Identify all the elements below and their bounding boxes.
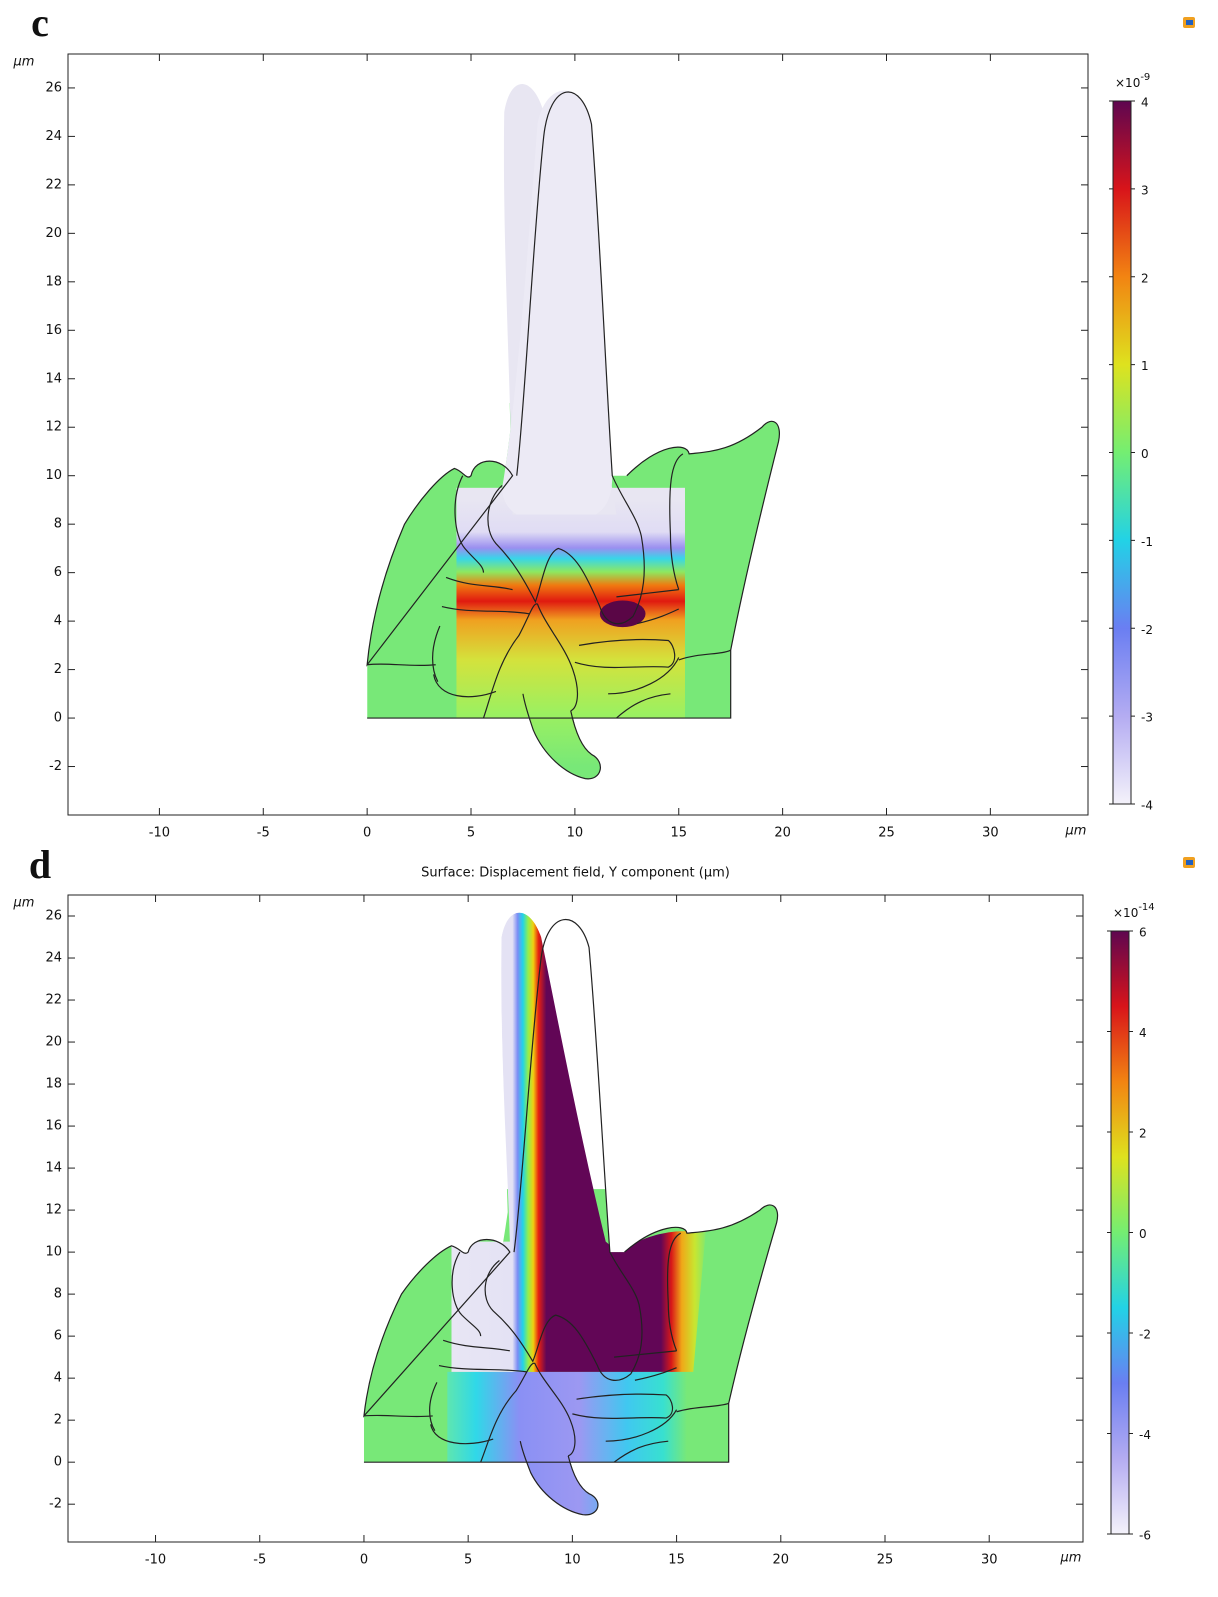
- plot-frame: [67, 894, 1084, 1543]
- y-tick-label: 18: [45, 274, 62, 289]
- x-tick-label: -10: [149, 826, 170, 841]
- y-tick-label: 16: [45, 323, 62, 338]
- window-icon: [1183, 857, 1195, 868]
- x-tick-label: 20: [774, 826, 791, 841]
- y-tick-label: 14: [45, 371, 62, 386]
- scale-exponent: -14: [1138, 902, 1154, 913]
- colorbar-tick-label: -1: [1141, 535, 1153, 549]
- y-tick-label: 0: [54, 1455, 62, 1470]
- x-tick-label: -5: [257, 826, 270, 841]
- y-tick-label: 2: [54, 1413, 62, 1428]
- y-tick-label: 22: [45, 177, 62, 192]
- scale-base: ×10: [1115, 76, 1140, 90]
- colorbar: [1110, 930, 1130, 1535]
- y-tick-label: 0: [54, 711, 62, 726]
- y-tick-label: 2: [54, 662, 62, 677]
- y-tick-label: 24: [45, 951, 62, 966]
- y-tick-label: 12: [45, 420, 62, 435]
- colorbar-tick-label: -3: [1141, 711, 1153, 725]
- x-tick-label: 0: [363, 826, 371, 841]
- colorbar-scale: ×10-9: [1115, 72, 1150, 90]
- y-tick-label: 18: [45, 1077, 62, 1092]
- y-tick-label: 12: [45, 1203, 62, 1218]
- x-tick-label: 25: [878, 826, 895, 841]
- scale-base: ×10: [1113, 906, 1138, 920]
- panel-label: d: [29, 842, 51, 887]
- y-tick-label: 20: [45, 1035, 62, 1050]
- x-tick-label: -10: [145, 1553, 166, 1568]
- x-tick-label: -5: [253, 1553, 266, 1568]
- field-upper: [451, 912, 706, 1372]
- colorbar-tick-label: 1: [1141, 359, 1149, 373]
- colorbar-tick-label: 6: [1139, 926, 1147, 940]
- colorbar-tick-label: 3: [1141, 183, 1149, 197]
- y-tick-label: 4: [54, 614, 62, 629]
- x-tick-label: 30: [982, 826, 999, 841]
- colorbar-tick-label: -4: [1139, 1428, 1151, 1442]
- colorbar-tick-label: 2: [1141, 271, 1149, 285]
- y-tick-label: 8: [54, 517, 62, 532]
- outlines: [367, 92, 779, 779]
- y-tick-label: -2: [49, 1497, 62, 1512]
- x-tick-label: 5: [467, 826, 475, 841]
- window-icon: [1183, 17, 1195, 28]
- y-tick-label: 10: [45, 468, 62, 483]
- x-unit: μm: [1060, 1551, 1082, 1566]
- colorbar-tick-label: 0: [1141, 447, 1149, 461]
- colorbar-tick-label: 0: [1139, 1227, 1147, 1241]
- y-tick-label: 20: [45, 226, 62, 241]
- y-tick-label: 16: [45, 1119, 62, 1134]
- x-tick-label: 10: [564, 1553, 581, 1568]
- y-tick-label: 4: [54, 1371, 62, 1386]
- y-tick-label: 22: [45, 993, 62, 1008]
- x-tick-label: 10: [567, 826, 584, 841]
- colorbar-tick-label: 4: [1139, 1026, 1147, 1040]
- x-tick-label: 0: [360, 1553, 368, 1568]
- y-tick-label: 6: [54, 1329, 62, 1344]
- x-tick-label: 25: [877, 1553, 894, 1568]
- x-tick-label: 5: [464, 1553, 472, 1568]
- x-unit: μm: [1065, 824, 1087, 839]
- y-tick-label: 26: [45, 80, 62, 95]
- y-tick-label: 26: [45, 909, 62, 924]
- colorbar-tick-label: -2: [1141, 623, 1153, 637]
- y-tick-label: 14: [45, 1161, 62, 1176]
- colorbar-tick-label: -2: [1139, 1328, 1151, 1342]
- y-tick-label: -2: [49, 759, 62, 774]
- y-unit: μm: [13, 55, 35, 70]
- plot-frame: [67, 53, 1089, 816]
- colorbar-tick-label: -4: [1141, 799, 1153, 813]
- y-tick-label: 8: [54, 1287, 62, 1302]
- panel-label: c: [31, 0, 49, 45]
- surface-field: [346, 84, 803, 791]
- tooth-fill: [502, 90, 613, 515]
- plot-title: Surface: Displacement field, Y component…: [421, 866, 730, 881]
- x-tick-label: 30: [981, 1553, 998, 1568]
- y-tick-label: 10: [45, 1245, 62, 1260]
- x-tick-label: 15: [668, 1553, 685, 1568]
- y-tick-label: 24: [45, 129, 62, 144]
- outlines: [364, 920, 778, 1515]
- hot-spot: [599, 600, 646, 628]
- y-tick-label: 6: [54, 565, 62, 580]
- colorbar-tick-label: 2: [1139, 1127, 1147, 1141]
- x-tick-label: 15: [670, 826, 687, 841]
- colorbar: [1112, 100, 1132, 805]
- colorbar-tick-label: -6: [1139, 1529, 1151, 1543]
- scale-exponent: -9: [1140, 72, 1150, 83]
- surface-field: [343, 913, 802, 1526]
- colorbar-scale: ×10-14: [1113, 902, 1155, 920]
- x-tick-label: 20: [773, 1553, 790, 1568]
- colorbar-tick-label: 4: [1141, 96, 1149, 110]
- y-unit: μm: [13, 896, 35, 911]
